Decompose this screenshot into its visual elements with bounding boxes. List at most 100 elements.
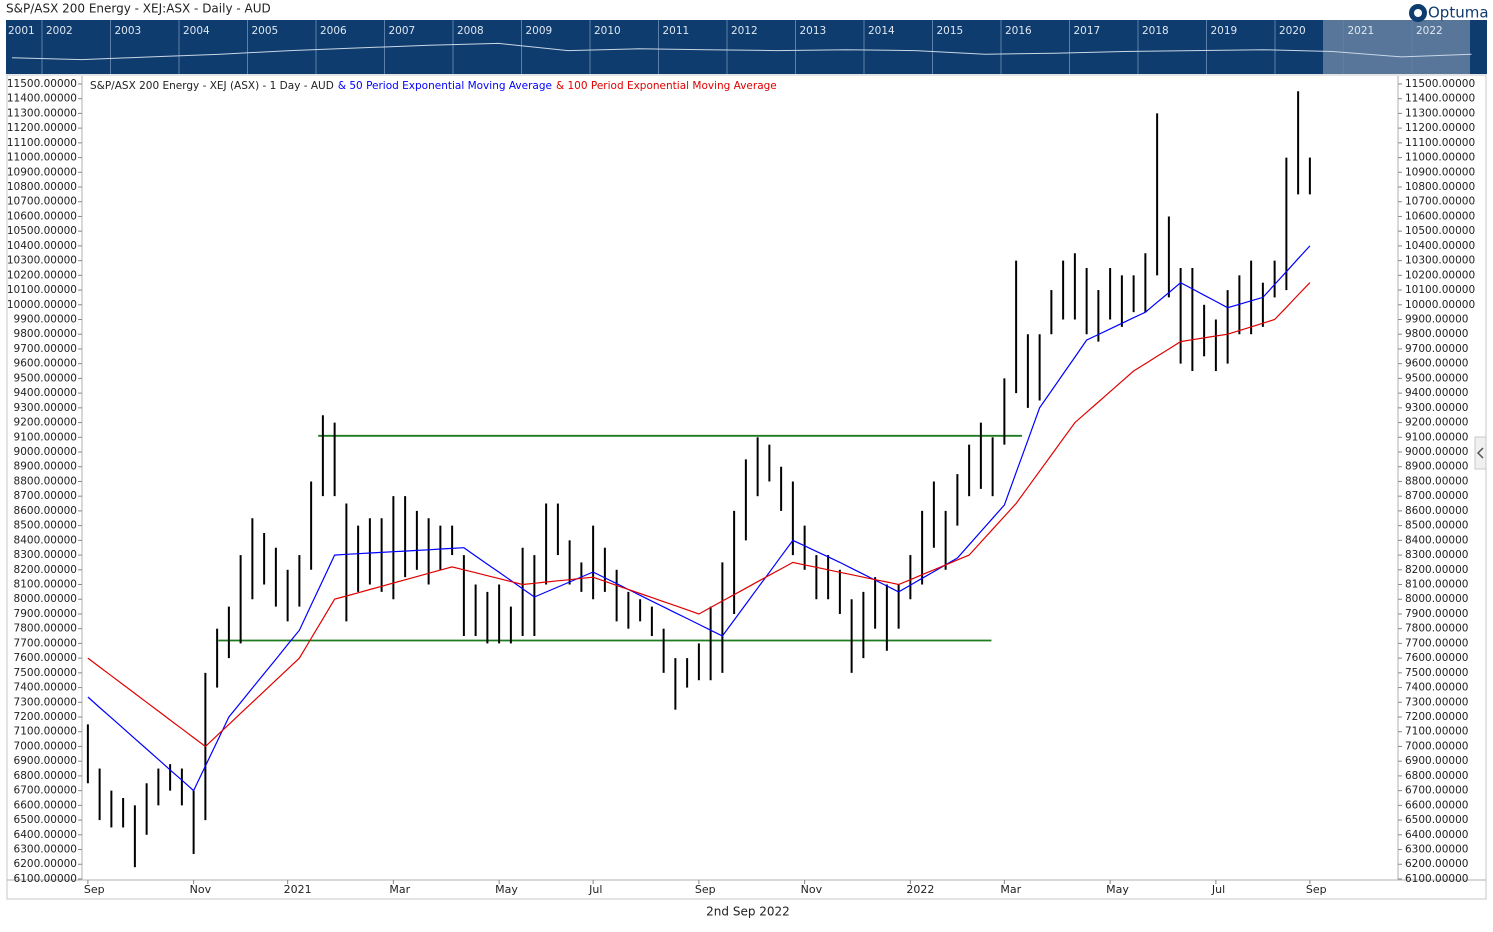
y-tick-label: 9300.00000	[14, 402, 77, 414]
y-tick-label: 6600.00000	[1405, 799, 1468, 811]
y-tick-label: 9900.00000	[1405, 314, 1468, 326]
y-tick-label: 10100.00000	[1405, 284, 1475, 296]
navigator-year: 2004	[183, 25, 210, 37]
y-tick-label: 8800.00000	[1405, 475, 1468, 487]
y-tick-label: 7400.00000	[1405, 682, 1468, 694]
x-tick-label: Nov	[801, 883, 823, 896]
y-tick-label: 6900.00000	[1405, 755, 1468, 767]
navigator-year: 2016	[1005, 25, 1032, 37]
y-tick-label: 8400.00000	[14, 534, 77, 546]
navigator-year: 2011	[663, 25, 690, 37]
y-tick-label: 10700.00000	[1405, 196, 1475, 208]
y-tick-label: 9600.00000	[14, 358, 77, 370]
x-tick-label: Sep	[1306, 883, 1327, 896]
y-tick-label: 9400.00000	[14, 387, 77, 399]
y-tick-label: 10500.00000	[7, 225, 77, 237]
y-tick-label: 11300.00000	[7, 107, 77, 119]
y-tick-label: 8600.00000	[14, 505, 77, 517]
brand: Optuma	[1428, 4, 1489, 22]
y-tick-label: 7900.00000	[1405, 608, 1468, 620]
moving-average	[87, 282, 1311, 748]
y-tick-label: 10500.00000	[1405, 225, 1475, 237]
y-tick-label: 6500.00000	[14, 814, 77, 826]
y-tick-label: 10000.00000	[1405, 299, 1475, 311]
x-tick-label: Mar	[1000, 883, 1021, 896]
y-tick-label: 9100.00000	[1405, 431, 1468, 443]
y-tick-label: 8800.00000	[14, 475, 77, 487]
y-tick-label: 10800.00000	[7, 181, 77, 193]
y-tick-label: 11100.00000	[7, 137, 77, 149]
y-tick-label: 8900.00000	[14, 461, 77, 473]
y-tick-label: 7100.00000	[1405, 726, 1468, 738]
navigator-line	[11, 42, 1472, 61]
navigator-year: 2002	[46, 25, 73, 37]
y-tick-label: 10800.00000	[1405, 181, 1475, 193]
y-tick-label: 10300.00000	[7, 255, 77, 267]
y-tick-label: 10300.00000	[1405, 255, 1475, 267]
y-tick-label: 7900.00000	[14, 608, 77, 620]
navigator-year: 2006	[320, 25, 347, 37]
y-tick-label: 10900.00000	[7, 166, 77, 178]
navigator-year: 2007	[389, 25, 416, 37]
y-tick-label: 7800.00000	[14, 623, 77, 635]
navigator-year: 2012	[731, 25, 758, 37]
y-tick-label: 8300.00000	[14, 549, 77, 561]
navigator-year: 2021	[1348, 25, 1375, 37]
navigator-year: 2022	[1416, 25, 1443, 37]
y-tick-label: 9900.00000	[14, 314, 77, 326]
y-tick-label: 7500.00000	[1405, 667, 1468, 679]
y-tick-label: 11200.00000	[1405, 122, 1475, 134]
y-tick-label: 10000.00000	[7, 299, 77, 311]
y-tick-label: 6700.00000	[1405, 785, 1468, 797]
x-tick-label: Jul	[588, 883, 602, 896]
x-tick-label: Sep	[84, 883, 105, 896]
panel-toggle[interactable]	[1474, 436, 1487, 470]
y-tick-label: 7300.00000	[14, 696, 77, 708]
legend: S&P/ASX 200 Energy - XEJ (ASX) - 1 Day -…	[90, 80, 777, 92]
y-tick-label: 6500.00000	[1405, 814, 1468, 826]
y-tick-label: 11000.00000	[1405, 152, 1475, 164]
x-tick-label: Sep	[695, 883, 716, 896]
y-tick-label: 8200.00000	[14, 564, 77, 576]
y-tick-label: 7400.00000	[14, 682, 77, 694]
y-tick-label: 6100.00000	[14, 873, 77, 885]
navigator[interactable]	[6, 20, 1487, 74]
y-tick-label: 7700.00000	[1405, 637, 1468, 649]
window-title: S&P/ASX 200 Energy - XEJ:ASX - Daily - A…	[6, 2, 271, 16]
y-tick-label: 6300.00000	[14, 844, 77, 856]
y-tick-label: 6800.00000	[1405, 770, 1468, 782]
y-tick-label: 7200.00000	[14, 711, 77, 723]
navigator-year: 2018	[1142, 25, 1169, 37]
y-tick-label: 8700.00000	[14, 490, 77, 502]
y-tick-label: 8000.00000	[14, 593, 77, 605]
x-tick-label: May	[495, 883, 518, 896]
y-tick-label: 6600.00000	[14, 799, 77, 811]
y-tick-label: 9600.00000	[1405, 358, 1468, 370]
navigator-year: 2013	[800, 25, 827, 37]
y-tick-label: 11500.00000	[7, 78, 77, 90]
x-tick-label: Mar	[389, 883, 410, 896]
y-tick-label: 6200.00000	[14, 858, 77, 870]
x-tick-label: Jul	[1211, 883, 1225, 896]
navigator-year: 2005	[252, 25, 279, 37]
y-tick-label: 7500.00000	[14, 667, 77, 679]
y-tick-label: 8100.00000	[1405, 579, 1468, 591]
y-tick-label: 9000.00000	[1405, 446, 1468, 458]
y-tick-label: 6100.00000	[1405, 873, 1468, 885]
y-tick-label: 8300.00000	[1405, 549, 1468, 561]
y-tick-label: 6400.00000	[1405, 829, 1468, 841]
y-tick-label: 11300.00000	[1405, 107, 1475, 119]
navigator-year: 2008	[457, 25, 484, 37]
navigator-selection[interactable]	[1323, 20, 1470, 74]
navigator-year: 2001	[8, 25, 35, 37]
y-tick-label: 8500.00000	[1405, 520, 1468, 532]
x-tick-label: 2021	[284, 883, 312, 896]
y-tick-label: 7000.00000	[1405, 740, 1468, 752]
navigator-year: 2020	[1279, 25, 1306, 37]
x-tick-label: May	[1106, 883, 1129, 896]
navigator-year: 2017	[1074, 25, 1101, 37]
y-tick-label: 8200.00000	[1405, 564, 1468, 576]
y-tick-label: 10200.00000	[1405, 269, 1475, 281]
y-tick-label: 6800.00000	[14, 770, 77, 782]
